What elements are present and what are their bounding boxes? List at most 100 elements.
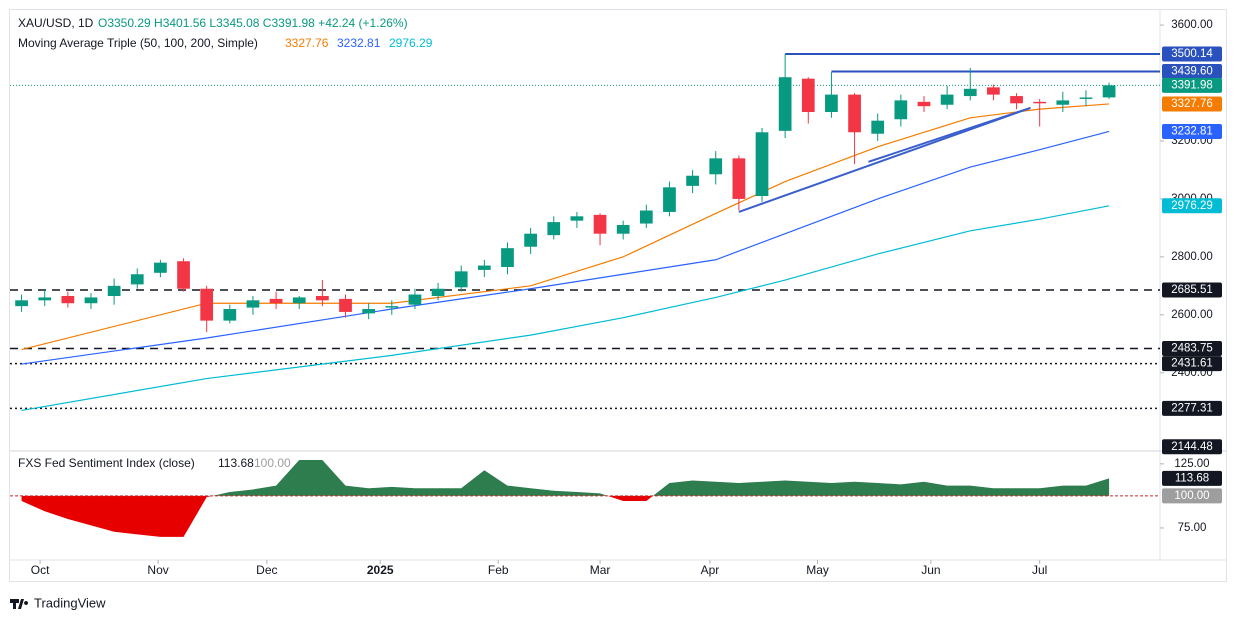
candle-body: [825, 94, 838, 112]
candle-body: [894, 100, 908, 120]
candle-body: [362, 309, 376, 314]
moving-average: [21, 205, 1110, 412]
candle-body: [1079, 97, 1093, 99]
candle-body: [454, 271, 468, 288]
candle-body: [663, 187, 676, 212]
candle-body: [1102, 85, 1116, 98]
brand: TradingView: [34, 595, 106, 610]
ma-axis-label: 3232.81: [1171, 125, 1213, 137]
moving-average: [21, 130, 1110, 365]
symbol: XAU/USD, 1D: [18, 16, 94, 30]
y-tick-label: 2600.00: [1171, 309, 1213, 321]
level-label-bg: [1162, 282, 1222, 298]
ma-axis-label: 3327.76: [1171, 98, 1213, 110]
sentiment-title: FXS Fed Sentiment Index (close): [18, 456, 195, 470]
candle-body: [1056, 100, 1070, 105]
level-label: 2685.51: [1171, 284, 1213, 296]
candle-body: [1010, 96, 1023, 104]
x-tick-label: Mar: [590, 563, 611, 577]
candle-body: [107, 285, 121, 296]
candle-body: [477, 265, 491, 270]
candle-body: [316, 295, 329, 301]
x-tick-label: 2025: [367, 563, 394, 577]
sentiment-legend-baseline: 100.00: [254, 456, 291, 470]
moving-average: [21, 103, 1110, 351]
level-label-bg: [1162, 439, 1222, 455]
sentiment-area-down: [21, 495, 653, 537]
candle-body: [84, 297, 98, 304]
candle-body: [871, 120, 885, 134]
ma-axis-label-bg: [1162, 198, 1222, 214]
candle-body: [963, 88, 977, 97]
x-tick-label: Apr: [701, 563, 720, 577]
level-label-bg: [1162, 64, 1222, 80]
candle-body: [639, 210, 653, 224]
level-label: 2431.61: [1171, 358, 1213, 370]
candle-body: [616, 224, 630, 234]
candle-body: [154, 262, 167, 273]
level-label: 3500.14: [1171, 48, 1213, 60]
x-tick-label: May: [806, 563, 829, 577]
candle-body: [987, 87, 1000, 95]
sentiment-last-label: 113.68: [1175, 472, 1209, 484]
candle-body: [130, 274, 144, 285]
candle-body: [778, 77, 792, 131]
x-tick-label: Dec: [256, 563, 277, 577]
candle-body: [732, 158, 746, 199]
frame: [9, 9, 1227, 582]
ma-legend-value: 3327.76: [285, 36, 329, 50]
ma-axis-label-bg: [1162, 123, 1222, 139]
baseline-label: 100.00: [1174, 490, 1209, 502]
indicator-name: Moving Average Triple (50, 100, 200, Sim…: [18, 36, 258, 50]
ma-axis-label-bg: [1162, 96, 1222, 112]
ohlc-legend: O3350.29 H3401.56 L3345.08 C3391.98 +42.…: [98, 16, 408, 30]
sentiment-legend-value: 113.68: [218, 456, 254, 470]
candle-body: [292, 297, 306, 304]
candle-body: [408, 294, 422, 305]
level-label-bg: [1162, 341, 1222, 357]
ma-axis-label: 2976.29: [1171, 200, 1213, 212]
candle-body: [385, 306, 399, 308]
candle-body: [431, 288, 445, 296]
candle-body: [570, 216, 584, 221]
candle-body: [755, 132, 769, 197]
sentiment-area-up: [21, 459, 1110, 496]
candle-body: [709, 158, 723, 175]
candle-body: [501, 248, 514, 268]
ma-legend-value: 3232.81: [337, 36, 381, 50]
candle-body: [593, 214, 607, 234]
candle-body: [848, 94, 861, 133]
y-tick-label: 2800.00: [1171, 251, 1213, 263]
candle-body: [15, 300, 28, 307]
x-tick-label: Nov: [147, 563, 168, 577]
y-tick-label: 3600.00: [1171, 19, 1213, 31]
trendline: [738, 106, 1031, 213]
level-label-bg: [1162, 356, 1222, 372]
current-price-label: 3391.98: [1171, 79, 1213, 91]
x-tick-label: Feb: [488, 563, 509, 577]
sentiment-tick-label: 75.00: [1178, 522, 1207, 534]
level-label-bg: [1162, 46, 1222, 62]
trendline: [868, 106, 1031, 163]
candle-body: [524, 233, 537, 247]
candle-body: [246, 300, 260, 308]
level-label-bg: [1162, 400, 1222, 416]
candle-body: [339, 298, 352, 312]
candle-body: [61, 295, 75, 304]
baseline-label-bg: [1162, 488, 1222, 504]
candle-body: [223, 309, 237, 321]
brand-logo: [10, 599, 29, 609]
candle-body: [686, 175, 699, 186]
x-tick-label: Jul: [1032, 563, 1047, 577]
ma-legend-value: 2976.29: [389, 36, 433, 50]
candle-body: [269, 298, 283, 304]
candle-body: [200, 288, 214, 321]
sentiment-last-label-bg: [1162, 470, 1222, 486]
x-tick-label: Jun: [921, 563, 940, 577]
candle-body: [177, 261, 190, 289]
candle-body: [1033, 101, 1047, 104]
level-label: 2483.75: [1171, 343, 1213, 355]
x-tick-label: Oct: [31, 563, 50, 577]
candle-body: [917, 101, 931, 107]
